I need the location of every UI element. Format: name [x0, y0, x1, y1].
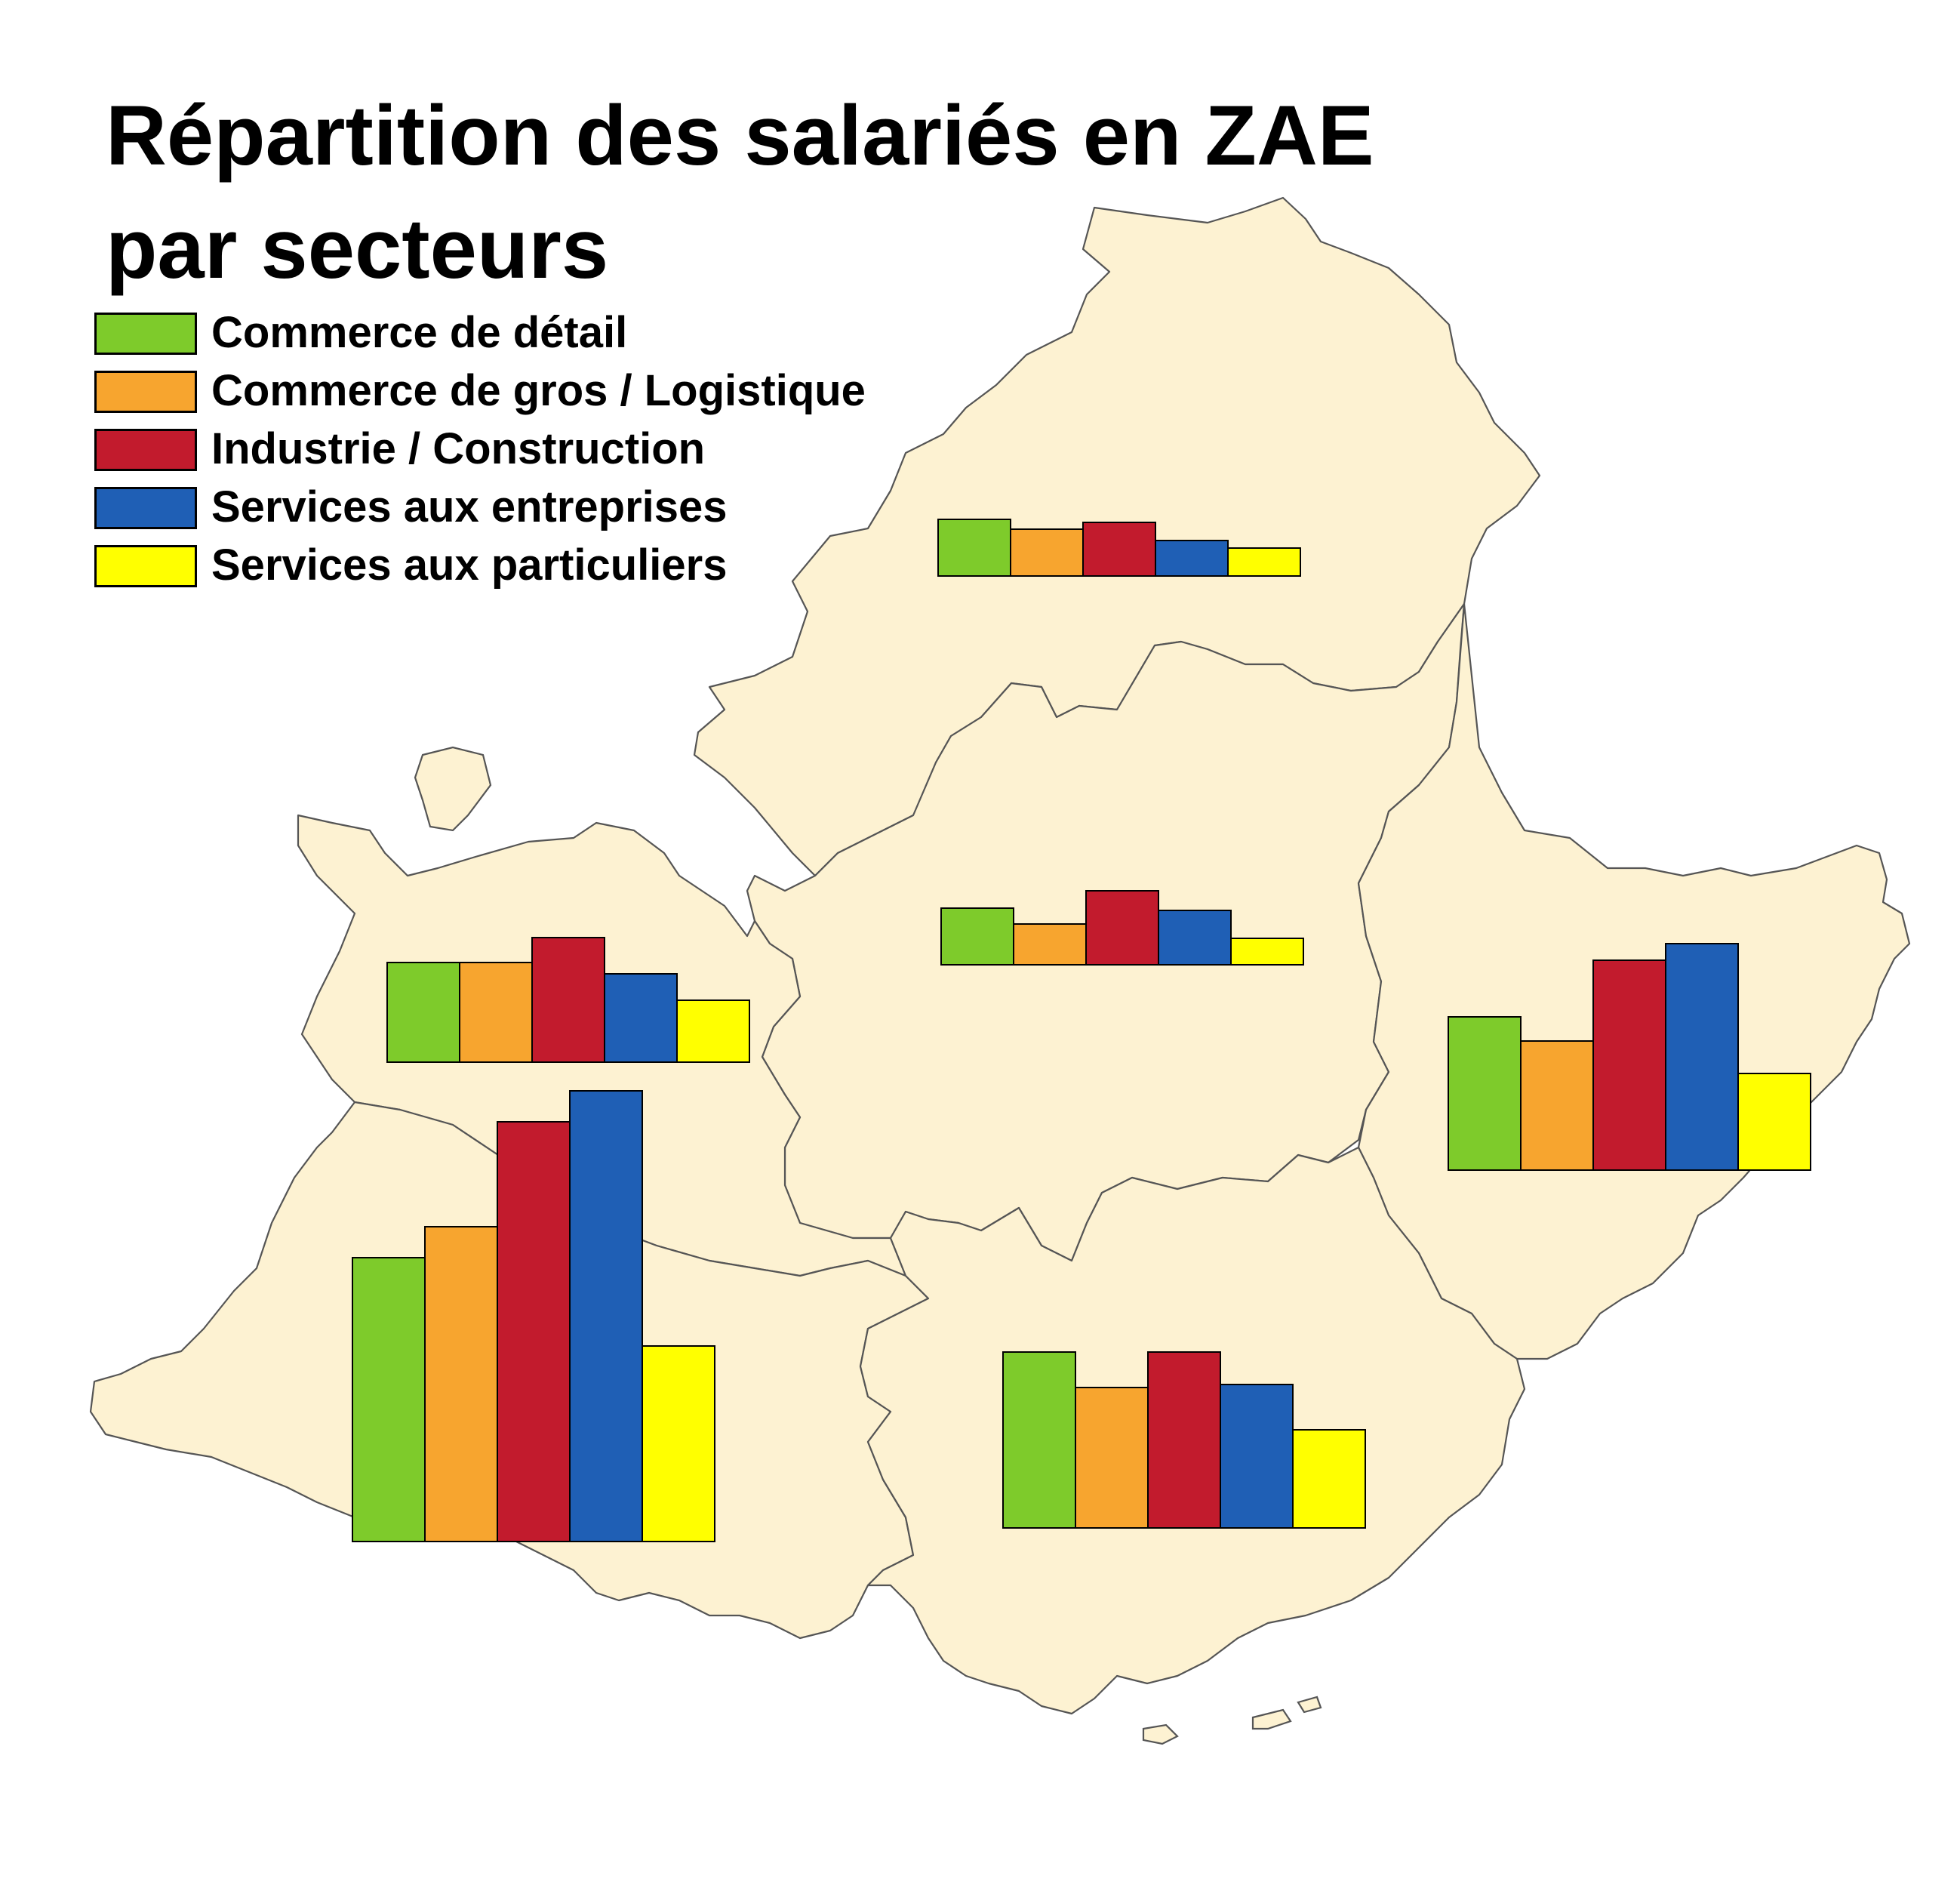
bar-east-3 — [1592, 959, 1666, 1171]
legend-swatch-retail — [94, 313, 197, 355]
bar-west-3 — [531, 937, 605, 1063]
enclave-shape — [414, 746, 492, 832]
legend-label-personal-services: Services aux particuliers — [211, 541, 728, 590]
legend-label-business-services: Services aux entreprises — [211, 482, 728, 531]
island-shape — [1297, 1696, 1322, 1714]
bar-south-2 — [1075, 1387, 1149, 1529]
island-shape — [1142, 1723, 1179, 1745]
bar-north-3 — [1082, 522, 1156, 577]
bar-east-5 — [1737, 1073, 1811, 1171]
bar-centre-1 — [940, 907, 1014, 966]
bar-south-west-1 — [352, 1257, 426, 1542]
bar-east-4 — [1665, 943, 1739, 1171]
legend-swatch-wholesale — [94, 371, 197, 413]
bar-south-west-4 — [569, 1090, 643, 1542]
bar-north-4 — [1155, 540, 1229, 577]
bar-centre-4 — [1158, 910, 1232, 966]
bar-west-5 — [676, 999, 750, 1063]
bar-centre-3 — [1085, 890, 1159, 966]
bar-north-1 — [937, 519, 1011, 577]
bar-north-5 — [1227, 547, 1301, 577]
bar-south-west-5 — [642, 1345, 715, 1542]
title-line-1: Répartition des salariés en ZAE — [106, 88, 1374, 183]
legend-label-wholesale: Commerce de gros / Logistique — [211, 366, 866, 415]
bar-south-1 — [1002, 1351, 1076, 1529]
bar-west-1 — [386, 962, 460, 1063]
legend-label-industry: Industrie / Construction — [211, 424, 706, 473]
bar-centre-2 — [1013, 923, 1087, 966]
legend-label-retail: Commerce de détail — [211, 308, 628, 357]
bar-charts — [352, 519, 1811, 1542]
bar-north-2 — [1010, 528, 1084, 577]
island-shape — [1251, 1708, 1292, 1730]
legend-swatch-industry — [94, 429, 197, 471]
bar-east-1 — [1448, 1016, 1522, 1171]
bar-south-5 — [1292, 1429, 1366, 1529]
legend-swatch-business-services — [94, 487, 197, 529]
bar-south-4 — [1220, 1384, 1294, 1529]
bar-south-west-2 — [424, 1226, 498, 1542]
bar-west-4 — [604, 973, 678, 1063]
legend-swatch-personal-services — [94, 545, 197, 587]
bar-south-west-3 — [497, 1121, 571, 1542]
title-line-2: par secteurs — [106, 202, 609, 296]
bar-east-2 — [1520, 1040, 1594, 1171]
bar-centre-5 — [1230, 938, 1304, 966]
bar-west-2 — [459, 962, 533, 1063]
bar-south-3 — [1147, 1351, 1221, 1529]
map-title: Répartition des salariés en ZAE par sect… — [106, 79, 1766, 306]
